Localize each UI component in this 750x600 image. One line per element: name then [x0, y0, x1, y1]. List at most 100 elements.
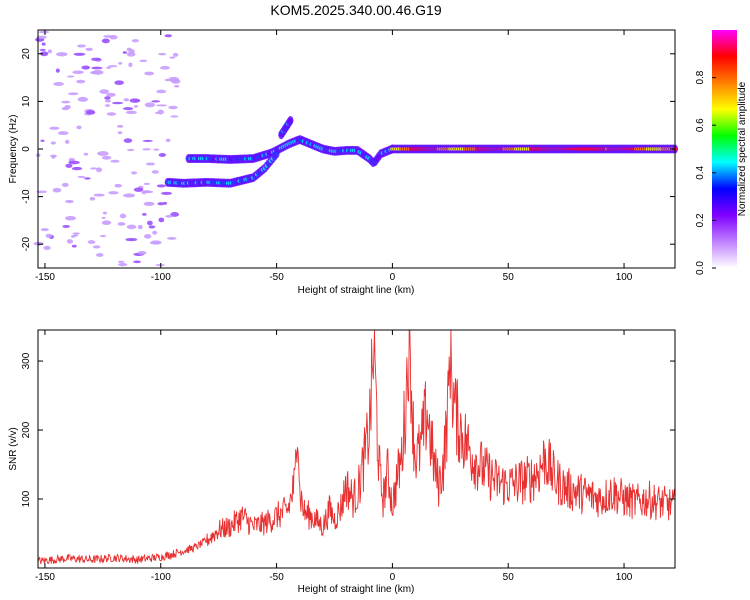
- snr-y-tick-label: 300: [21, 352, 32, 369]
- spectrogram-noise-mark: [50, 141, 56, 145]
- spectrogram-noise-mark: [104, 104, 111, 107]
- spectrogram-noise-mark: [158, 52, 167, 56]
- spectrogram-noise-mark: [170, 79, 178, 82]
- spectrogram-noise-mark: [155, 263, 165, 267]
- spectrogram-noise-mark: [111, 101, 124, 105]
- spectrogram-noise-mark: [72, 232, 81, 235]
- spectrogram-noise-mark: [45, 233, 53, 238]
- spectrogram-noise-mark: [168, 105, 178, 110]
- spectrogram-noise-mark: [123, 138, 133, 143]
- spectrogram-noise-mark: [33, 241, 44, 246]
- spectrogram-noise-mark: [40, 228, 49, 232]
- spectrogram-noise-mark: [117, 131, 123, 135]
- spectrogram-noise-mark: [81, 65, 90, 70]
- spectrogram-noise-mark: [77, 175, 86, 179]
- spectrogram-y-tick-label: -10: [21, 189, 32, 204]
- spectrogram-x-axis-label: Height of straight line (km): [298, 285, 415, 296]
- spectrogram-noise-mark: [106, 92, 116, 97]
- spectrogram-noise-mark: [101, 220, 112, 226]
- spectrogram-noise-mark: [150, 240, 162, 245]
- spectrogram-noise-mark: [39, 48, 46, 51]
- colorbar-ticks: 0.0 0.2 0.4 0.6 0.8: [695, 70, 716, 275]
- spectrogram-noise-mark: [170, 115, 179, 118]
- spectrogram-noise-mark: [122, 51, 128, 54]
- colorbar-tick-label: 0.4: [695, 165, 706, 179]
- spectrogram-noise-mark: [61, 106, 69, 111]
- spectrogram-noise-mark: [104, 96, 111, 100]
- spectrogram-noise-mark: [143, 182, 151, 186]
- spectrogram-noise-mark: [126, 148, 135, 152]
- snr-series-line: [37, 329, 676, 565]
- spectrogram-noise-mark: [101, 155, 112, 160]
- spectrogram-y-tick-label: 20: [21, 48, 32, 60]
- snr-y-axis-label: SNR (v/v): [8, 427, 19, 470]
- snr-x-tick-label: 100: [616, 572, 633, 583]
- spectrogram-noise-mark: [133, 260, 141, 264]
- spectrogram-noise-mark: [157, 109, 164, 115]
- spectrogram-noise-mark: [89, 196, 96, 201]
- spectrogram-noise-mark: [156, 104, 168, 107]
- spectrogram-noise-mark: [53, 82, 64, 86]
- spectrogram-noise-mark: [85, 110, 96, 115]
- snr-x-axis-label: Height of straight line (km): [298, 584, 415, 595]
- spectrogram-noise-mark: [158, 217, 165, 223]
- spectrogram-x-ticks: -150 -100 -50 0 50 100: [35, 30, 633, 283]
- spectrogram-noise-mark: [137, 250, 147, 255]
- spectrogram-marks: [33, 30, 678, 267]
- spectrogram-noise-mark: [56, 52, 68, 57]
- spectrogram-noise-mark: [36, 190, 48, 194]
- spectrogram-noise-mark: [148, 225, 156, 229]
- spectrogram-noise-mark: [152, 230, 158, 235]
- spectrogram-noise-mark: [118, 263, 128, 267]
- colorbar: 0.0 0.2 0.4 0.6 0.8 Normalized spectral ampl…: [695, 30, 748, 275]
- spectrogram-noise-mark: [131, 171, 138, 175]
- spectrogram-noise-mark: [114, 183, 122, 188]
- spectrogram-noise-mark: [67, 92, 79, 96]
- spectrogram-noise-mark: [142, 139, 154, 142]
- spectrogram-noise-mark: [123, 98, 130, 102]
- spectrogram-noise-mark: [106, 112, 117, 116]
- snr-x-tick-label: -150: [35, 572, 55, 583]
- colorbar-tick-label: 0.2: [695, 213, 706, 227]
- snr-x-tick-label: 50: [503, 572, 515, 583]
- snr-y-tick-label: 100: [21, 490, 32, 507]
- spectrogram-noise-mark: [66, 75, 75, 78]
- spectrogram-noise-mark: [144, 234, 152, 239]
- snr-y-ticks: 100 200 300: [21, 352, 675, 507]
- spectrogram-noise-mark: [109, 35, 118, 40]
- spectrogram-noise-mark: [142, 190, 151, 194]
- spectrogram-noise-mark: [131, 39, 139, 43]
- spectrogram-noise-mark: [142, 148, 151, 151]
- spectrogram-noise-mark: [76, 79, 86, 84]
- spectrogram-noise-mark: [156, 184, 166, 188]
- spectrogram-noise-mark: [151, 170, 159, 174]
- spectrogram-noise-mark: [110, 159, 120, 163]
- spectrogram-noise-mark: [85, 47, 93, 51]
- spectrogram-noise-mark: [101, 38, 110, 44]
- spectrogram-noise-mark: [61, 182, 69, 187]
- spectrogram-noise-mark: [117, 222, 126, 226]
- spectrogram-noise-mark: [102, 211, 107, 215]
- spectrogram-noise-mark: [40, 51, 49, 57]
- spectrogram-noise-mark: [104, 99, 112, 103]
- spectrogram-x-tick-label: -100: [151, 272, 171, 283]
- spectrogram-noise-mark: [66, 239, 74, 244]
- spectrogram-noise-mark: [144, 71, 155, 76]
- spectrogram-noise-mark: [139, 59, 148, 63]
- spectrogram-noise-mark: [174, 85, 180, 88]
- spectrogram-noise-mark: [38, 30, 50, 34]
- spectrogram-noise-mark: [72, 70, 84, 75]
- spectrogram-noise-mark: [64, 139, 70, 144]
- spectrogram-noise-mark: [87, 240, 96, 244]
- spectrogram-noise-mark: [71, 244, 77, 248]
- spectrogram-noise-mark: [158, 153, 167, 157]
- colorbar-label: Normalized spectral amplitude: [737, 81, 748, 216]
- spectrogram-noise-mark: [165, 215, 174, 218]
- spectrogram-noise-mark: [141, 212, 147, 216]
- spectrogram-noise-mark: [57, 131, 69, 136]
- snr-frame: [37, 329, 676, 569]
- spectrogram-noise-mark: [157, 202, 165, 206]
- spectrogram-noise-mark: [65, 199, 74, 204]
- spectrogram-noise-mark: [84, 177, 91, 180]
- spectrogram-noise-mark: [92, 69, 104, 75]
